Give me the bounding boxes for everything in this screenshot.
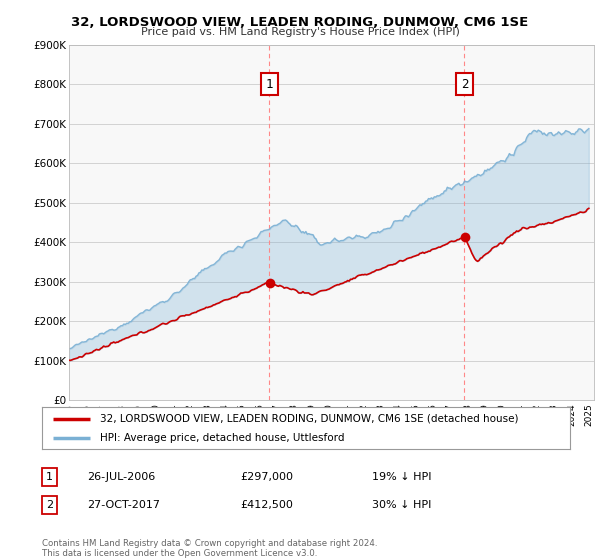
Text: Contains HM Land Registry data © Crown copyright and database right 2024.
This d: Contains HM Land Registry data © Crown c… [42, 539, 377, 558]
Text: Price paid vs. HM Land Registry's House Price Index (HPI): Price paid vs. HM Land Registry's House … [140, 27, 460, 37]
Text: 27-OCT-2017: 27-OCT-2017 [87, 500, 160, 510]
Text: 30% ↓ HPI: 30% ↓ HPI [372, 500, 431, 510]
Text: 32, LORDSWOOD VIEW, LEADEN RODING, DUNMOW, CM6 1SE: 32, LORDSWOOD VIEW, LEADEN RODING, DUNMO… [71, 16, 529, 29]
Text: 2: 2 [461, 78, 468, 91]
Text: £412,500: £412,500 [240, 500, 293, 510]
Text: £297,000: £297,000 [240, 472, 293, 482]
Text: 1: 1 [46, 472, 53, 482]
Text: 26-JUL-2006: 26-JUL-2006 [87, 472, 155, 482]
Text: 19% ↓ HPI: 19% ↓ HPI [372, 472, 431, 482]
Text: 32, LORDSWOOD VIEW, LEADEN RODING, DUNMOW, CM6 1SE (detached house): 32, LORDSWOOD VIEW, LEADEN RODING, DUNMO… [100, 414, 518, 424]
Text: 2: 2 [46, 500, 53, 510]
Text: HPI: Average price, detached house, Uttlesford: HPI: Average price, detached house, Uttl… [100, 433, 344, 443]
Text: 1: 1 [266, 78, 273, 91]
